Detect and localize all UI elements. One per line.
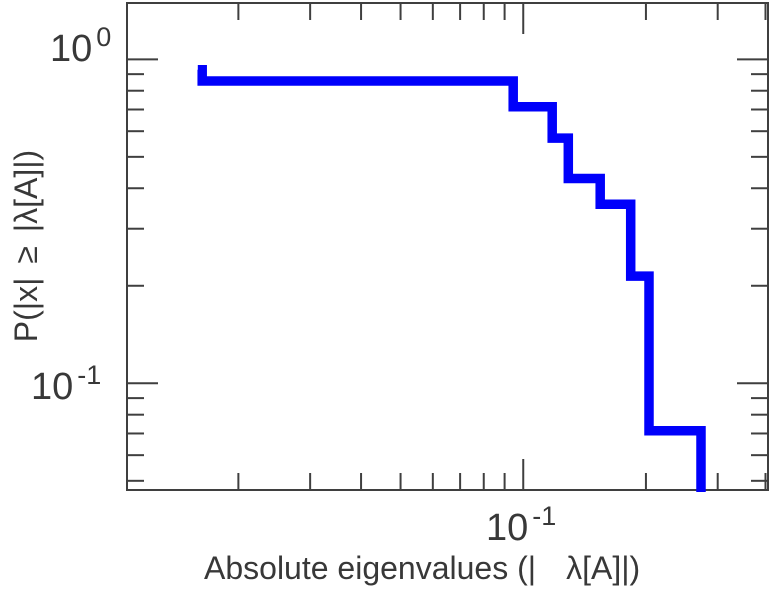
x-axis-label-part1: Absolute eigenvalues (| [204,550,537,586]
y-tick-1e0-base: 10 [50,28,93,70]
x-axis-label-part2: λ[A]|) [566,550,641,586]
y-tick-label-1e-1: 10 -1 [31,362,101,408]
y-tick-1e-1-base: 10 [31,366,74,408]
x-axis-label: Absolute eigenvalues (| λ[A]|) [204,552,640,584]
x-tick-1e-1-exponent: -1 [532,501,557,531]
x-tick-label-1e-1: 10 -1 [486,503,556,549]
x-tick-1e-1-base: 10 [486,507,529,549]
y-axis-label: P(|x| ≥ |λ[A]|) [8,149,44,343]
y-tick-label-1e0: 10 0 [50,24,111,70]
y-tick-1e0-exponent: 0 [96,22,112,52]
y-tick-1e-1-exponent: -1 [77,360,102,390]
